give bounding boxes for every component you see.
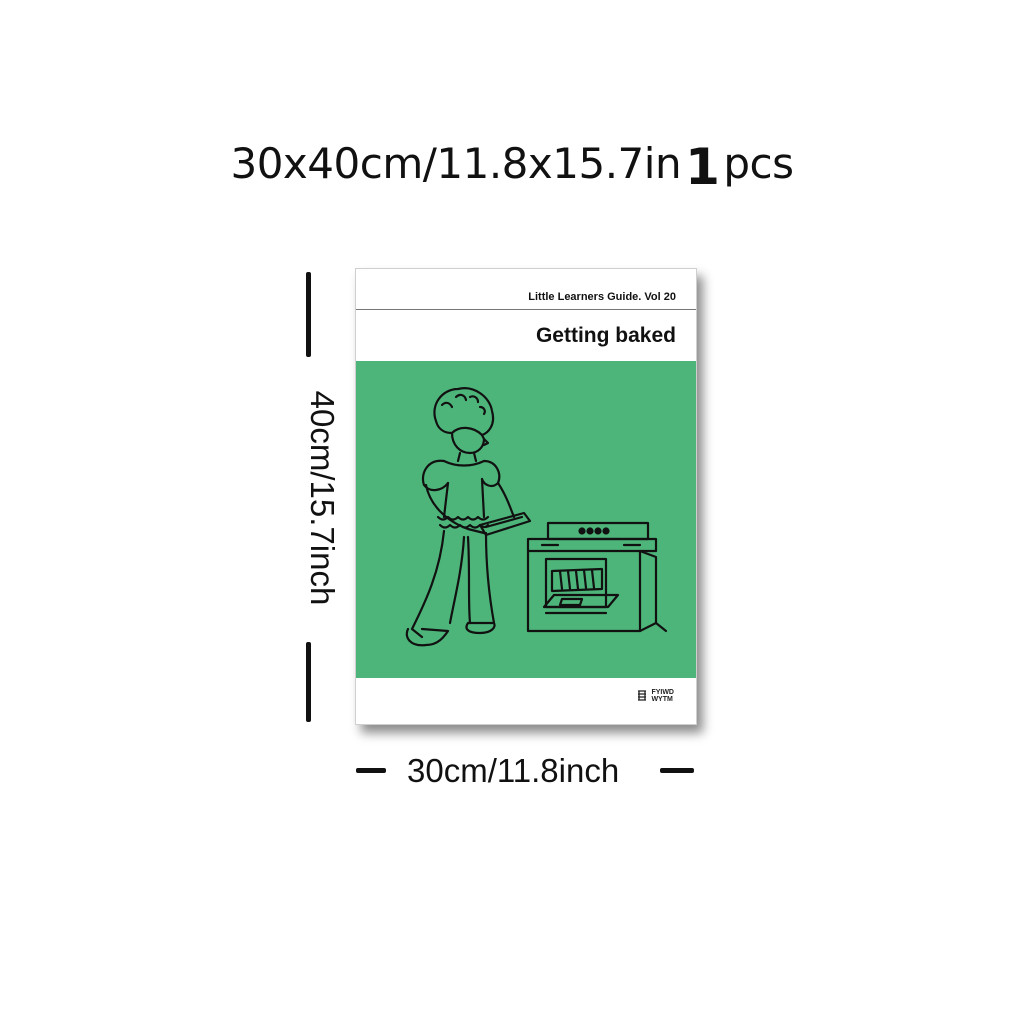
height-dimension-line-top — [306, 272, 311, 357]
size-headline: 30x40cm/11.8x15.7in1pcs — [0, 132, 1024, 190]
height-dimension-line-bottom — [306, 642, 311, 722]
logo-line-2: WYTM — [651, 696, 674, 703]
width-dimension-line-right — [660, 768, 694, 773]
poster-divider — [356, 309, 696, 310]
quantity-number: 1 — [685, 138, 719, 196]
height-dimension-label: 40cm/15.7inch — [303, 391, 341, 606]
width-dimension-label: 30cm/11.8inch — [407, 752, 619, 790]
poster-product: Little Learners Guide. Vol 20 Getting ba… — [355, 268, 697, 725]
logo-line-1: FYIWD — [651, 689, 674, 696]
poster-title: Getting baked — [536, 324, 676, 348]
scribble-logo-icon — [636, 689, 648, 703]
poster-series-label: Little Learners Guide. Vol 20 — [528, 291, 676, 303]
quantity-unit: pcs — [723, 139, 793, 188]
width-dimension-line-left — [356, 768, 386, 773]
child-oven-illustration-icon — [356, 361, 696, 678]
poster-illustration-panel — [356, 361, 696, 678]
brand-logo: FYIWD WYTM — [636, 689, 674, 703]
size-text: 30x40cm/11.8x15.7in — [230, 139, 681, 188]
